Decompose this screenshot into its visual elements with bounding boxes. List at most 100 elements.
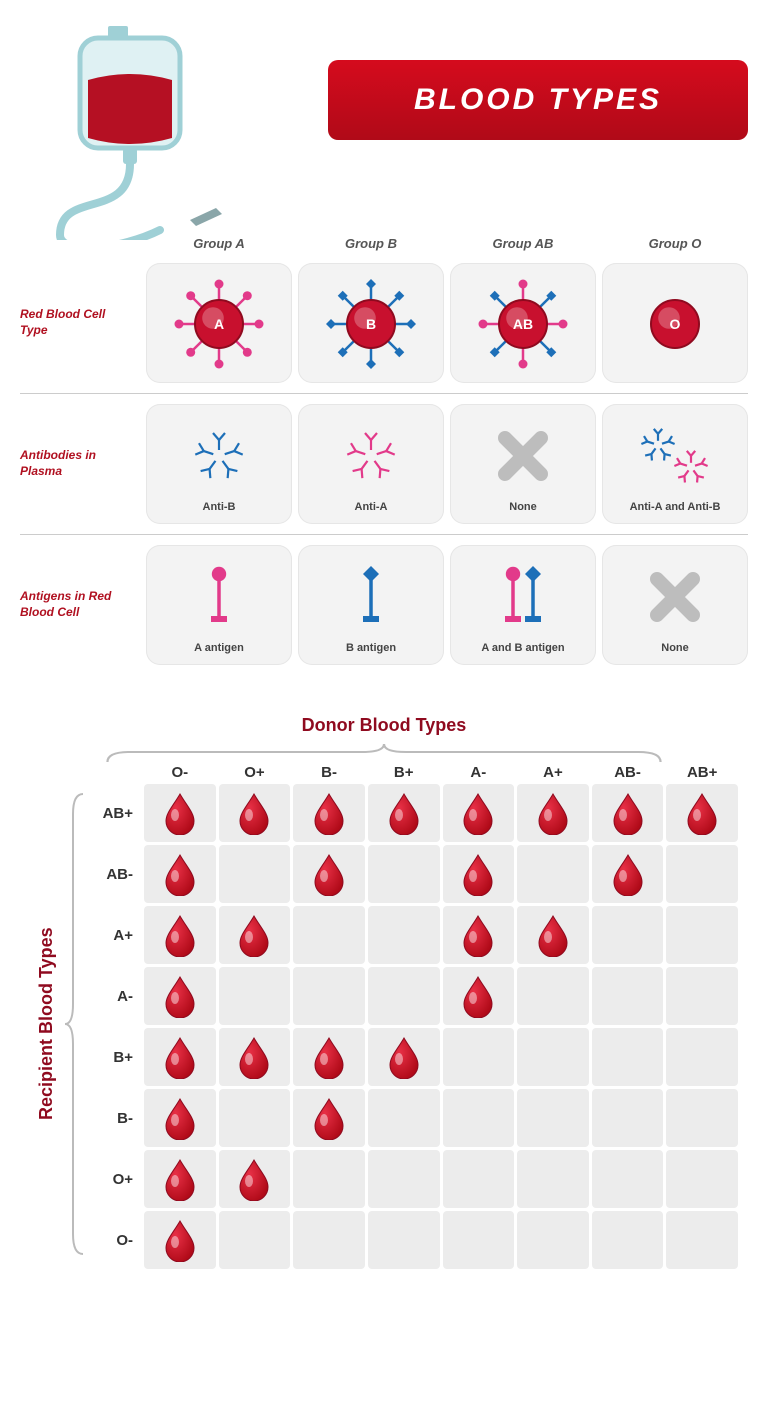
tile-celltype-a: A — [146, 263, 292, 383]
page-title: BLOOD TYPES — [414, 83, 662, 117]
compat-cell — [368, 1150, 440, 1208]
compat-cell — [144, 1211, 216, 1269]
compat-cell — [219, 906, 291, 964]
caption: B antigen — [346, 642, 396, 654]
compat-cell — [219, 845, 291, 903]
compat-cell — [144, 967, 216, 1025]
compat-cell — [592, 1089, 664, 1147]
row-label-antibodies: Antibodies in Plasma — [20, 404, 140, 524]
col-header-ab: Group AB — [450, 230, 596, 257]
compat-cell — [443, 784, 515, 842]
caption: Anti-A and Anti-B — [630, 501, 721, 513]
compat-cell — [144, 906, 216, 964]
compat-cell — [219, 1028, 291, 1086]
compat-cell — [443, 1028, 515, 1086]
compat-cell — [368, 1028, 440, 1086]
compat-cell — [293, 1211, 365, 1269]
tile-celltype-o: O — [602, 263, 748, 383]
tile-antigen-b: B antigen — [298, 545, 444, 665]
caption: A and B antigen — [481, 642, 564, 654]
compat-cell — [368, 1089, 440, 1147]
divider — [20, 393, 748, 394]
tile-antigen-a: A antigen — [146, 545, 292, 665]
donor-header: A- — [443, 764, 515, 781]
compat-cell — [517, 784, 589, 842]
compat-cell — [517, 845, 589, 903]
compat-cell — [666, 1211, 738, 1269]
compat-cell — [592, 906, 664, 964]
row-label-antigens: Antigens in Red Blood Cell — [20, 545, 140, 665]
compat-cell — [443, 845, 515, 903]
caption: None — [661, 642, 689, 654]
compat-cell — [592, 1150, 664, 1208]
compat-cell — [443, 1089, 515, 1147]
svg-text:AB: AB — [513, 316, 533, 332]
compat-cell — [666, 1089, 738, 1147]
caption: Anti-A — [355, 501, 388, 513]
compat-cell — [219, 1211, 291, 1269]
compat-cell — [517, 1028, 589, 1086]
compat-cell — [443, 967, 515, 1025]
compat-cell — [144, 1028, 216, 1086]
recipient-header: B+ — [85, 1028, 141, 1086]
compat-cell — [293, 1150, 365, 1208]
svg-text:O: O — [670, 316, 681, 332]
donor-header: B+ — [368, 764, 440, 781]
header: BLOOD TYPES — [20, 20, 748, 200]
donor-header: AB+ — [666, 764, 738, 781]
tile-antigen-o: None — [602, 545, 748, 665]
compat-cell — [517, 1211, 589, 1269]
blood-bag-icon — [40, 20, 290, 240]
compat-cell — [443, 1211, 515, 1269]
recipient-header: A+ — [85, 906, 141, 964]
compat-cell — [144, 1089, 216, 1147]
compat-cell — [666, 906, 738, 964]
donor-title: Donor Blood Types — [30, 715, 738, 736]
bracket-left-icon — [63, 764, 85, 1284]
compat-cell — [144, 784, 216, 842]
tile-antibody-a: Anti-B — [146, 404, 292, 524]
compat-cell — [293, 784, 365, 842]
donor-header: B- — [293, 764, 365, 781]
compat-cell — [592, 784, 664, 842]
col-header-b: Group B — [298, 230, 444, 257]
compat-cell — [144, 1150, 216, 1208]
tile-antibody-b: Anti-A — [298, 404, 444, 524]
bracket-top-icon — [30, 742, 738, 764]
compat-cell — [443, 1150, 515, 1208]
compat-cell — [293, 1028, 365, 1086]
compat-cell — [293, 906, 365, 964]
compat-cell — [666, 1150, 738, 1208]
compat-cell — [368, 845, 440, 903]
recipient-header: B- — [85, 1089, 141, 1147]
recipient-header: A- — [85, 967, 141, 1025]
compat-cell — [368, 967, 440, 1025]
svg-text:B: B — [366, 316, 376, 332]
donor-header: AB- — [592, 764, 664, 781]
recipient-header: AB+ — [85, 784, 141, 842]
recipient-title: Recipient Blood Types — [30, 764, 63, 1284]
donor-header: O+ — [219, 764, 291, 781]
compat-cell — [219, 967, 291, 1025]
svg-text:A: A — [214, 316, 224, 332]
col-header-o: Group O — [602, 230, 748, 257]
compat-cell — [666, 967, 738, 1025]
recipient-header: O+ — [85, 1150, 141, 1208]
divider — [20, 534, 748, 535]
compat-cell — [368, 1211, 440, 1269]
compat-cell — [592, 967, 664, 1025]
tile-antibody-ab: None — [450, 404, 596, 524]
title-banner: BLOOD TYPES — [328, 60, 748, 140]
compat-cell — [443, 906, 515, 964]
compat-cell — [666, 1028, 738, 1086]
compat-cell — [592, 845, 664, 903]
tile-antigen-ab: A and B antigen — [450, 545, 596, 665]
compat-cell — [592, 1028, 664, 1086]
compat-cell — [368, 906, 440, 964]
recipient-header: AB- — [85, 845, 141, 903]
compat-cell — [517, 1150, 589, 1208]
blood-type-grid: Group A Group B Group AB Group O Red Blo… — [20, 230, 748, 665]
caption: None — [509, 501, 537, 513]
compat-cell — [666, 845, 738, 903]
compat-cell — [219, 784, 291, 842]
